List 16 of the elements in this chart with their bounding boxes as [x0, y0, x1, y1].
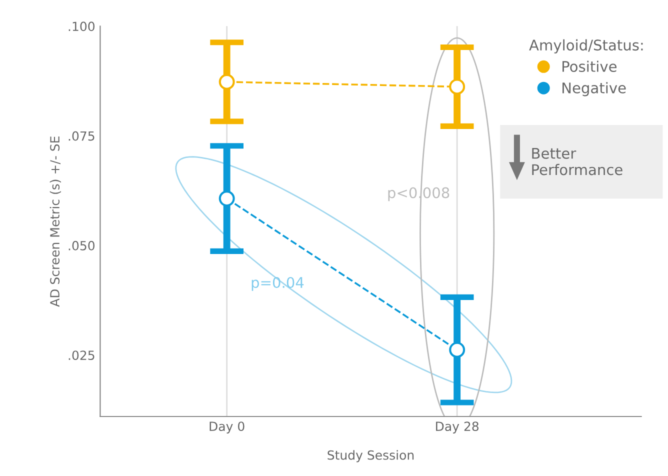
point — [218, 190, 235, 207]
legend-title: Amyloid/Status: — [529, 39, 643, 54]
y-tick-label: .100 — [68, 22, 95, 32]
x-tick-label: Day 28 — [436, 422, 479, 434]
point — [218, 74, 235, 90]
x-tick-label: Day 0 — [210, 422, 244, 434]
x-axis-title: Study Session — [328, 450, 414, 462]
y-tick-label: .050 — [68, 240, 95, 250]
y-tick-label: .025 — [68, 350, 94, 360]
annotation: Better Performance — [532, 148, 622, 176]
point — [449, 78, 466, 95]
legend-label: Negative — [562, 82, 626, 96]
legend-label: Positive — [562, 60, 617, 72]
point — [449, 342, 466, 358]
y-axis-title: AD Screen Metric (s) +/- SE — [50, 136, 61, 307]
y-tick-label: .075 — [68, 131, 94, 141]
